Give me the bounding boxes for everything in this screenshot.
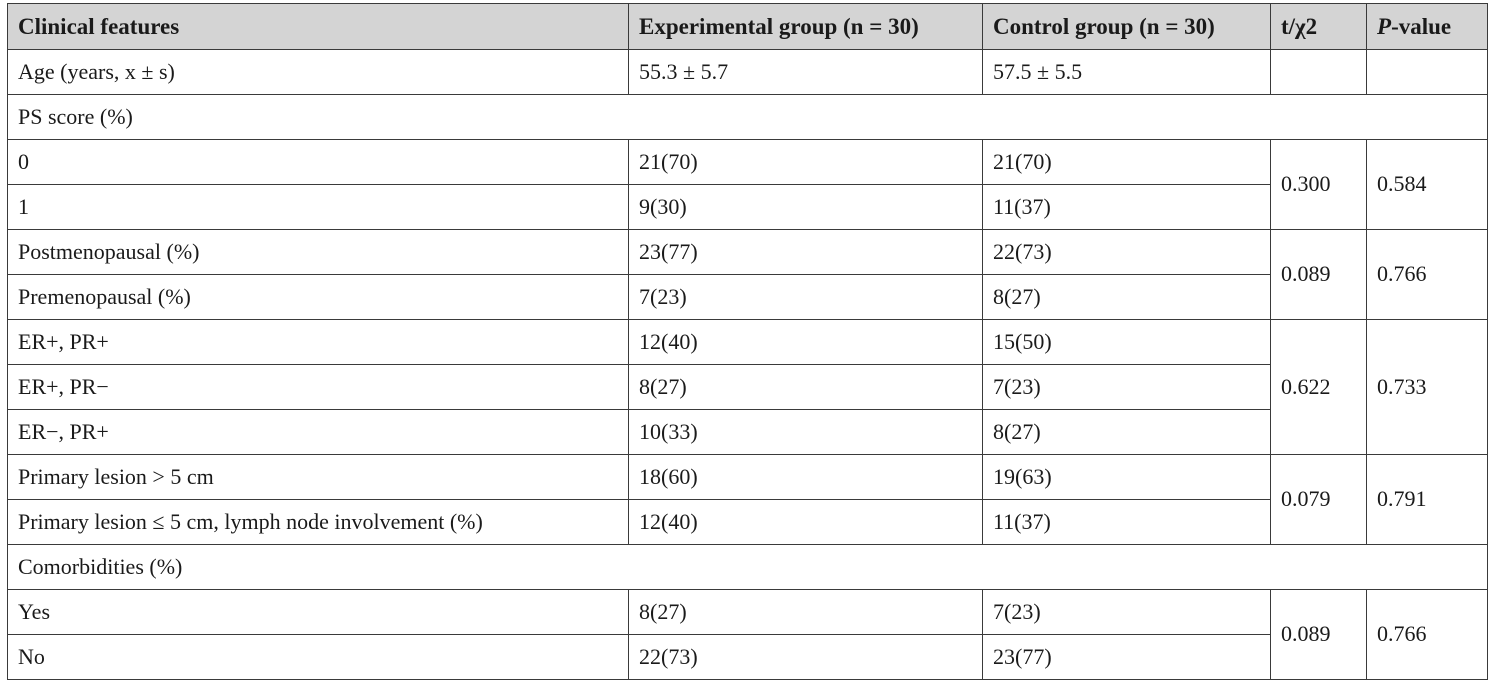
control-value: 11(37) <box>982 499 1271 545</box>
experimental-value: 8(27) <box>628 364 983 410</box>
control-value: 7(23) <box>982 364 1271 410</box>
experimental-value: 12(40) <box>628 319 983 365</box>
p-value: 0.791 <box>1366 454 1488 545</box>
header-p-value: P-value <box>1366 3 1488 50</box>
clinical-features-table: Clinical features Experimental group (n … <box>7 3 1488 680</box>
experimental-value: 9(30) <box>628 184 983 230</box>
table-row-er-neg-pr-pos: ER−, PR+ 10(33) 8(27) <box>7 409 1488 455</box>
statistic-value: 0.089 <box>1270 589 1367 680</box>
table-row-age: Age (years, x ± s) 55.3 ± 5.7 57.5 ± 5.5 <box>7 49 1488 95</box>
control-value: 22(73) <box>982 229 1271 275</box>
control-value: 11(37) <box>982 184 1271 230</box>
table-row-comorbidities-yes: Yes 8(27) 7(23) 0.089 0.766 <box>7 589 1488 680</box>
statistic-value: 0.089 <box>1270 229 1367 320</box>
row-label: ER−, PR+ <box>7 409 629 455</box>
table-row-lesion-small: Primary lesion ≤ 5 cm, lymph node involv… <box>7 499 1488 545</box>
header-experimental-group: Experimental group (n = 30) <box>628 3 983 50</box>
row-label: Premenopausal (%) <box>7 274 629 320</box>
row-label: Yes <box>7 589 629 635</box>
table-row-comorbidities-no: No 22(73) 23(77) <box>7 634 1488 680</box>
section-label-ps-score: PS score (%) <box>7 94 1488 140</box>
row-label: ER+, PR− <box>7 364 629 410</box>
statistic-value: 0.622 <box>1270 319 1367 455</box>
header-control-group: Control group (n = 30) <box>982 3 1271 50</box>
header-clinical-features: Clinical features <box>7 3 629 50</box>
table-row-er-pos-pr-pos: ER+, PR+ 12(40) 15(50) 0.622 0.733 <box>7 319 1488 455</box>
experimental-value: 55.3 ± 5.7 <box>628 49 983 95</box>
control-value: 15(50) <box>982 319 1271 365</box>
table-row-ps-0: 0 21(70) 21(70) 0.300 0.584 <box>7 139 1488 230</box>
table-row-ps-1: 1 9(30) 11(37) <box>7 184 1488 230</box>
table-row-postmenopausal: Postmenopausal (%) 23(77) 22(73) 0.089 0… <box>7 229 1488 320</box>
header-row: Clinical features Experimental group (n … <box>7 3 1488 50</box>
experimental-value: 7(23) <box>628 274 983 320</box>
control-value: 8(27) <box>982 274 1271 320</box>
p-value: 0.766 <box>1366 229 1488 320</box>
row-label: 0 <box>7 139 629 185</box>
header-statistic: t/χ2 <box>1270 3 1367 50</box>
statistic-value <box>1270 49 1367 95</box>
row-label: No <box>7 634 629 680</box>
experimental-value: 10(33) <box>628 409 983 455</box>
p-value: 0.733 <box>1366 319 1488 455</box>
p-value <box>1366 49 1488 95</box>
row-label: ER+, PR+ <box>7 319 629 365</box>
control-value: 23(77) <box>982 634 1271 680</box>
row-label: Primary lesion > 5 cm <box>7 454 629 500</box>
header-p-letter: P <box>1377 13 1392 39</box>
control-value: 57.5 ± 5.5 <box>982 49 1271 95</box>
table-row-comorbidities-section: Comorbidities (%) <box>7 544 1488 590</box>
row-label: 1 <box>7 184 629 230</box>
header-p-suffix: -value <box>1391 13 1452 39</box>
control-value: 7(23) <box>982 589 1271 635</box>
statistic-value: 0.079 <box>1270 454 1367 545</box>
table-row-er-pos-pr-neg: ER+, PR− 8(27) 7(23) <box>7 364 1488 410</box>
statistic-value: 0.300 <box>1270 139 1367 230</box>
section-label-comorbidities: Comorbidities (%) <box>7 544 1488 590</box>
table-row-lesion-large: Primary lesion > 5 cm 18(60) 19(63) 0.07… <box>7 454 1488 545</box>
control-value: 21(70) <box>982 139 1271 185</box>
row-label: Postmenopausal (%) <box>7 229 629 275</box>
experimental-value: 8(27) <box>628 589 983 635</box>
experimental-value: 12(40) <box>628 499 983 545</box>
p-value: 0.766 <box>1366 589 1488 680</box>
experimental-value: 23(77) <box>628 229 983 275</box>
row-label: Primary lesion ≤ 5 cm, lymph node involv… <box>7 499 629 545</box>
table-row-premenopausal: Premenopausal (%) 7(23) 8(27) <box>7 274 1488 320</box>
control-value: 8(27) <box>982 409 1271 455</box>
experimental-value: 18(60) <box>628 454 983 500</box>
experimental-value: 22(73) <box>628 634 983 680</box>
experimental-value: 21(70) <box>628 139 983 185</box>
row-label: Age (years, x ± s) <box>7 49 629 95</box>
control-value: 19(63) <box>982 454 1271 500</box>
p-value: 0.584 <box>1366 139 1488 230</box>
table-row-ps-section: PS score (%) <box>7 94 1488 140</box>
